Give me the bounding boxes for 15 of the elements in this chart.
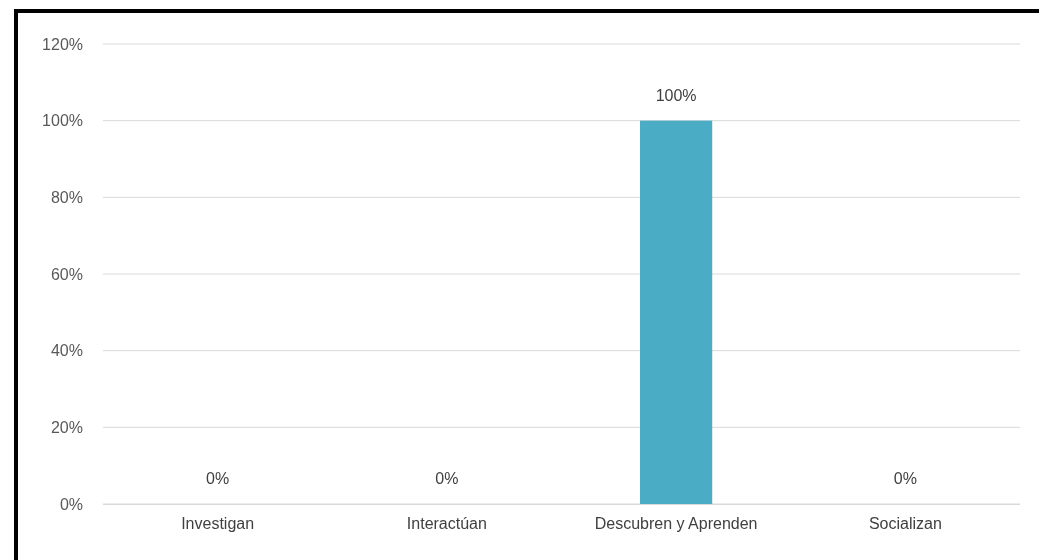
x-tick-label: Socializan	[868, 515, 942, 533]
data-label: 0%	[893, 470, 917, 487]
y-tick-label: 60%	[50, 265, 83, 283]
y-tick-label: 80%	[50, 188, 83, 206]
y-tick-label: 20%	[50, 418, 83, 436]
y-tick-label: 40%	[50, 342, 83, 360]
x-tick-label: Interactúan	[406, 515, 487, 533]
y-tick-label: 120%	[42, 35, 83, 53]
y-tick-label: 0%	[59, 495, 83, 513]
x-tick-label: Descubren y Aprenden	[594, 515, 758, 533]
x-tick-label: Investigan	[181, 515, 255, 533]
data-label: 0%	[206, 470, 230, 487]
y-tick-label: 100%	[42, 112, 83, 130]
data-label: 0%	[435, 470, 459, 487]
data-label: 100%	[655, 86, 697, 104]
